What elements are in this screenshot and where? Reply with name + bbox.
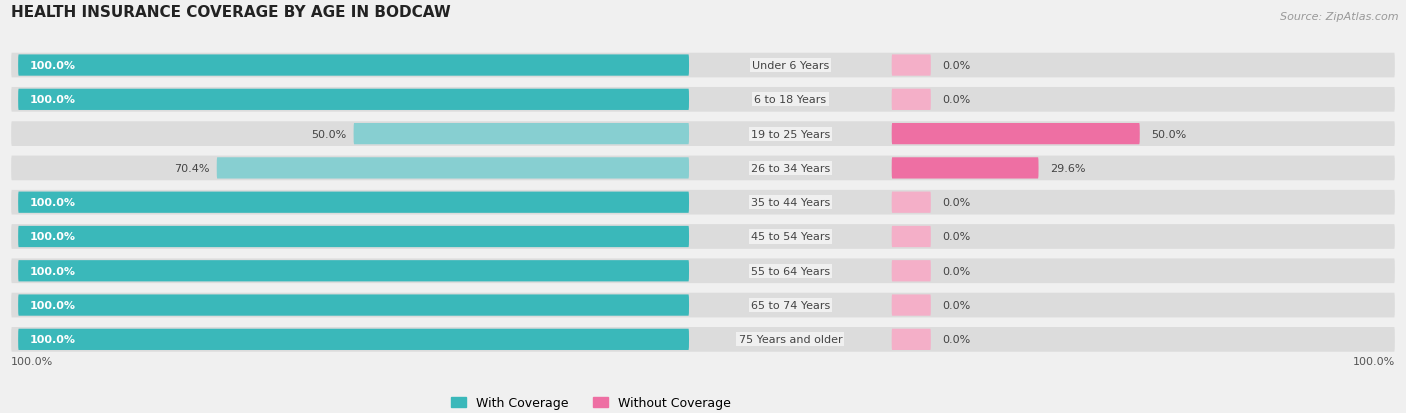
FancyBboxPatch shape bbox=[891, 226, 931, 247]
Text: 65 to 74 Years: 65 to 74 Years bbox=[751, 300, 830, 310]
FancyBboxPatch shape bbox=[11, 88, 1395, 112]
FancyBboxPatch shape bbox=[11, 293, 1395, 318]
FancyBboxPatch shape bbox=[18, 295, 689, 316]
Text: 100.0%: 100.0% bbox=[1353, 356, 1395, 366]
FancyBboxPatch shape bbox=[18, 55, 689, 76]
Text: 100.0%: 100.0% bbox=[30, 232, 76, 242]
Text: 50.0%: 50.0% bbox=[311, 129, 347, 139]
FancyBboxPatch shape bbox=[11, 327, 1395, 352]
Text: 19 to 25 Years: 19 to 25 Years bbox=[751, 129, 830, 139]
Text: 100.0%: 100.0% bbox=[11, 356, 53, 366]
FancyBboxPatch shape bbox=[891, 90, 931, 111]
Text: 100.0%: 100.0% bbox=[30, 300, 76, 310]
Text: 6 to 18 Years: 6 to 18 Years bbox=[754, 95, 827, 105]
FancyBboxPatch shape bbox=[11, 225, 1395, 249]
FancyBboxPatch shape bbox=[891, 295, 931, 316]
FancyBboxPatch shape bbox=[891, 158, 1039, 179]
FancyBboxPatch shape bbox=[891, 261, 931, 282]
FancyBboxPatch shape bbox=[11, 190, 1395, 215]
FancyBboxPatch shape bbox=[18, 90, 689, 111]
Text: 70.4%: 70.4% bbox=[174, 164, 209, 173]
Text: 0.0%: 0.0% bbox=[942, 266, 970, 276]
Text: 100.0%: 100.0% bbox=[30, 95, 76, 105]
Text: Source: ZipAtlas.com: Source: ZipAtlas.com bbox=[1281, 12, 1399, 22]
Text: 0.0%: 0.0% bbox=[942, 335, 970, 344]
Text: 100.0%: 100.0% bbox=[30, 266, 76, 276]
Text: 55 to 64 Years: 55 to 64 Years bbox=[751, 266, 830, 276]
Text: 45 to 54 Years: 45 to 54 Years bbox=[751, 232, 830, 242]
FancyBboxPatch shape bbox=[18, 261, 689, 282]
Text: 26 to 34 Years: 26 to 34 Years bbox=[751, 164, 830, 173]
Text: 0.0%: 0.0% bbox=[942, 95, 970, 105]
FancyBboxPatch shape bbox=[11, 156, 1395, 181]
FancyBboxPatch shape bbox=[11, 54, 1395, 78]
FancyBboxPatch shape bbox=[11, 259, 1395, 283]
FancyBboxPatch shape bbox=[353, 123, 689, 145]
Text: 0.0%: 0.0% bbox=[942, 232, 970, 242]
Text: 0.0%: 0.0% bbox=[942, 198, 970, 208]
FancyBboxPatch shape bbox=[18, 192, 689, 213]
Text: 100.0%: 100.0% bbox=[30, 335, 76, 344]
Text: 35 to 44 Years: 35 to 44 Years bbox=[751, 198, 830, 208]
Text: 50.0%: 50.0% bbox=[1152, 129, 1187, 139]
FancyBboxPatch shape bbox=[891, 192, 931, 213]
FancyBboxPatch shape bbox=[891, 123, 1140, 145]
Text: 29.6%: 29.6% bbox=[1050, 164, 1085, 173]
FancyBboxPatch shape bbox=[18, 329, 689, 350]
Text: HEALTH INSURANCE COVERAGE BY AGE IN BODCAW: HEALTH INSURANCE COVERAGE BY AGE IN BODC… bbox=[11, 5, 451, 20]
Text: 100.0%: 100.0% bbox=[30, 61, 76, 71]
Legend: With Coverage, Without Coverage: With Coverage, Without Coverage bbox=[446, 391, 737, 413]
Text: 100.0%: 100.0% bbox=[30, 198, 76, 208]
FancyBboxPatch shape bbox=[11, 122, 1395, 147]
Text: Under 6 Years: Under 6 Years bbox=[752, 61, 830, 71]
Text: 0.0%: 0.0% bbox=[942, 61, 970, 71]
FancyBboxPatch shape bbox=[18, 226, 689, 247]
Text: 0.0%: 0.0% bbox=[942, 300, 970, 310]
FancyBboxPatch shape bbox=[217, 158, 689, 179]
FancyBboxPatch shape bbox=[891, 55, 931, 76]
Text: 75 Years and older: 75 Years and older bbox=[738, 335, 842, 344]
FancyBboxPatch shape bbox=[891, 329, 931, 350]
